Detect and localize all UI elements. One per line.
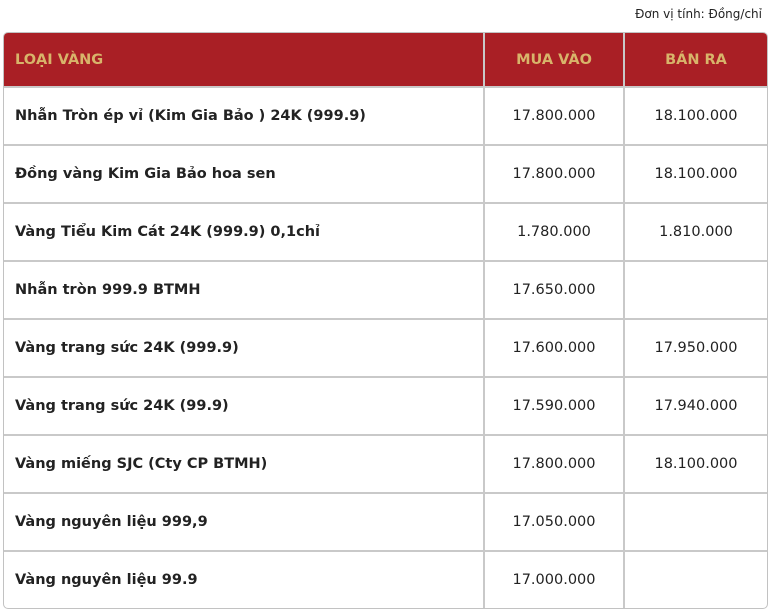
unit-note: Đơn vị tính: Đồng/chỉ [635, 7, 762, 21]
table-header: LOẠI VÀNG MUA VÀO BÁN RA [4, 33, 767, 86]
table-row: Đồng vàng Kim Gia Bảo hoa sen 17.800.000 1… [4, 144, 767, 202]
buy-price-cell: 17.590.000 [485, 376, 625, 434]
header-buy: MUA VÀO [485, 33, 625, 86]
buy-price-cell: 17.600.000 [485, 318, 625, 376]
buy-price-cell: 17.050.000 [485, 492, 625, 550]
sell-price-cell [625, 260, 767, 318]
sell-price-cell [625, 550, 767, 608]
table-row: Vàng nguyên liệu 99.9 17.000.000 [4, 550, 767, 608]
sell-price-cell: 18.100.000 [625, 434, 767, 492]
header-type: LOẠI VÀNG [4, 33, 485, 86]
sell-price-cell: 18.100.000 [625, 144, 767, 202]
gold-type-cell: Vàng trang sức 24K (99.9) [4, 376, 485, 434]
buy-price-cell: 17.000.000 [485, 550, 625, 608]
gold-type-cell: Vàng nguyên liệu 999,9 [4, 492, 485, 550]
buy-price-cell: 17.650.000 [485, 260, 625, 318]
buy-price-cell: 17.800.000 [485, 86, 625, 144]
table-row: Vàng trang sức 24K (999.9) 17.600.000 17.9… [4, 318, 767, 376]
table-row: Vàng miếng SJC (Cty CP BTMH) 17.800.000 18… [4, 434, 767, 492]
header-sell: BÁN RA [625, 33, 767, 86]
sell-price-cell: 17.950.000 [625, 318, 767, 376]
table-row: Vàng Tiểu Kim Cát 24K (999.9) 0,1chỉ 1.78… [4, 202, 767, 260]
table-row: Vàng trang sức 24K (99.9) 17.590.000 17.94… [4, 376, 767, 434]
sell-price-cell: 17.940.000 [625, 376, 767, 434]
gold-type-cell: Vàng trang sức 24K (999.9) [4, 318, 485, 376]
buy-price-cell: 17.800.000 [485, 434, 625, 492]
table-row: Nhẫn tròn 999.9 BTMH 17.650.000 [4, 260, 767, 318]
gold-type-cell: Nhẫn tròn 999.9 BTMH [4, 260, 485, 318]
gold-type-cell: Nhẫn Tròn ép vỉ (Kim Gia Bảo ) 24K (999.… [4, 86, 485, 144]
table-row: Nhẫn Tròn ép vỉ (Kim Gia Bảo ) 24K (999.… [4, 86, 767, 144]
sell-price-cell: 18.100.000 [625, 86, 767, 144]
sell-price-cell [625, 492, 767, 550]
buy-price-cell: 17.800.000 [485, 144, 625, 202]
table-row: Vàng nguyên liệu 999,9 17.050.000 [4, 492, 767, 550]
gold-type-cell: Vàng nguyên liệu 99.9 [4, 550, 485, 608]
buy-price-cell: 1.780.000 [485, 202, 625, 260]
gold-type-cell: Vàng Tiểu Kim Cát 24K (999.9) 0,1chỉ [4, 202, 485, 260]
sell-price-cell: 1.810.000 [625, 202, 767, 260]
gold-type-cell: Vàng miếng SJC (Cty CP BTMH) [4, 434, 485, 492]
gold-price-table: LOẠI VÀNG MUA VÀO BÁN RA Nhẫn Tròn ép vỉ… [3, 32, 768, 609]
gold-type-cell: Đồng vàng Kim Gia Bảo hoa sen [4, 144, 485, 202]
